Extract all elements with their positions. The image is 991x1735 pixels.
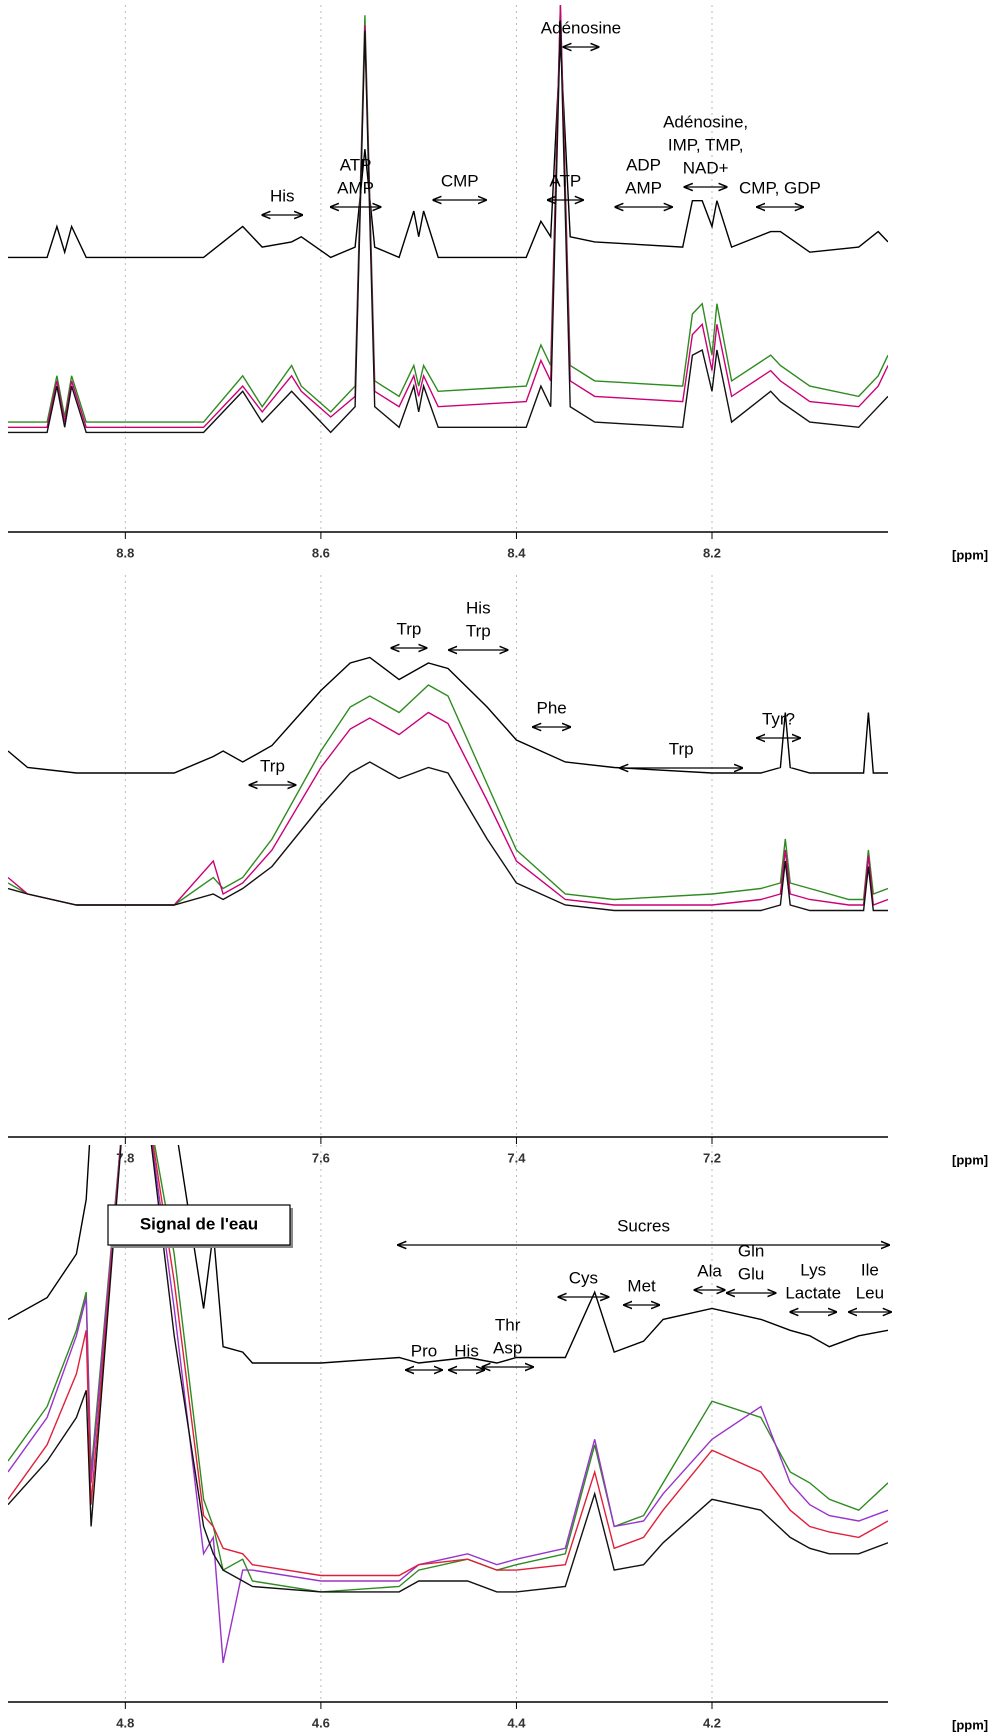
x-tick-label: 4.8	[116, 1715, 134, 1730]
annotation-label: Gln	[738, 1241, 764, 1260]
spectrum-line	[8, 1145, 888, 1593]
spectrum-line	[8, 684, 888, 906]
x-axis-label: [ppm]	[952, 1152, 988, 1167]
x-tick-label: 8.4	[507, 545, 526, 560]
annotation-label: AMP	[625, 178, 662, 197]
annotation-label: Trp	[466, 621, 491, 640]
annotation-label: Lys	[800, 1260, 826, 1279]
annotation-label: IMP, TMP,	[668, 135, 744, 154]
annotation-label: Trp	[396, 619, 421, 638]
annotation-label: CMP, GDP	[739, 178, 821, 197]
annotation-label: Glu	[738, 1264, 764, 1283]
spectrum-line	[8, 5, 888, 423]
spectrum-line	[8, 1145, 888, 1593]
spectrum-line	[8, 1145, 888, 1364]
annotation-label: Lactate	[785, 1283, 841, 1302]
annotation-label: Phe	[537, 698, 567, 717]
spectrum-line	[8, 656, 888, 774]
annotation-label: Met	[627, 1276, 656, 1295]
x-tick-label: 4.6	[312, 1715, 330, 1730]
annotation-label: Trp	[669, 739, 694, 758]
annotation-label: His	[466, 598, 491, 617]
spectrum-line	[8, 5, 888, 428]
x-axis-label: [ppm]	[952, 547, 988, 562]
callout-box	[107, 1204, 291, 1246]
annotation-label: ATP	[340, 155, 372, 174]
spectrum-line	[8, 761, 888, 912]
annotation-label: NAD+	[683, 158, 729, 177]
annotation-label: AMP	[337, 178, 374, 197]
annotation-label: Ile	[861, 1260, 879, 1279]
spectra	[8, 5, 888, 434]
spectra	[8, 656, 888, 912]
spectrum-line	[8, 711, 888, 906]
x-axis-label: [ppm]	[952, 1717, 988, 1732]
spectrum-line	[8, 40, 888, 259]
annotation-label: Cys	[569, 1268, 598, 1287]
x-tick-label: 8.6	[312, 545, 330, 560]
annotation-label: His	[270, 186, 295, 205]
x-tick-label: 8.8	[116, 545, 134, 560]
annotation-label: Leu	[856, 1283, 884, 1302]
annotation-label: CMP	[441, 171, 479, 190]
x-tick-label: 4.2	[703, 1715, 721, 1730]
callout-label: Signal de l'eau	[140, 1214, 258, 1233]
annotation-label: Asp	[493, 1338, 522, 1357]
annotation-label: Tyr?	[762, 709, 795, 728]
spectrum-line	[8, 1145, 888, 1577]
x-tick-label: 4.4	[507, 1715, 526, 1730]
annotation-label: Thr	[495, 1315, 521, 1334]
annotation-label: ADP	[626, 155, 661, 174]
annotation-label: ATP	[549, 171, 581, 190]
annotation-label: Adénosine,	[663, 112, 748, 131]
annotation-label: Sucres	[617, 1216, 670, 1235]
spectra	[8, 1145, 888, 1663]
annotation-label: Pro	[411, 1341, 437, 1360]
x-tick-label: 8.2	[703, 545, 721, 560]
annotation-label: Trp	[260, 756, 285, 775]
spectrum-line	[8, 20, 888, 434]
annotation-label: Adénosine	[541, 18, 621, 37]
annotation-label: Ala	[697, 1261, 722, 1280]
spectrum-line	[8, 1145, 888, 1663]
annotation-label: His	[454, 1341, 479, 1360]
